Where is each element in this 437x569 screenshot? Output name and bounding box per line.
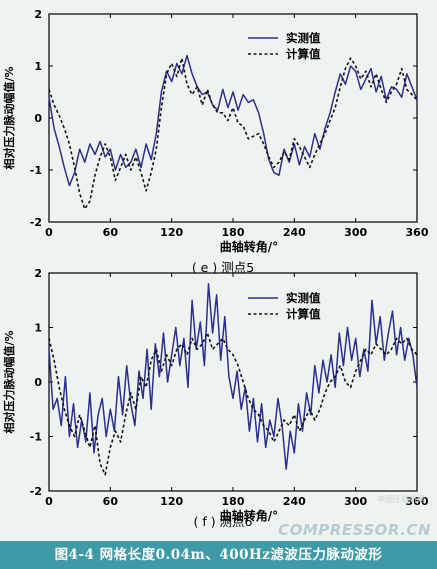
x-tick-label: 300	[344, 495, 367, 508]
y-tick-label: 1	[34, 60, 42, 73]
y-tick-label: -1	[30, 164, 42, 177]
series-line-computed	[48, 57, 418, 210]
chart-panel-2: 0 60 120 180 240 300 360 -2 -1 0 1 2 曲轴转角/° 相对压力脉动幅值/…	[2, 267, 429, 529]
legend-label: 实测值	[286, 31, 321, 45]
x-tick-label: 120	[160, 495, 183, 508]
y-tick-label: 1	[34, 322, 42, 335]
x-tick-label: 300	[344, 226, 367, 239]
legend-label: 计算值	[286, 307, 321, 321]
series-line-measured	[48, 283, 418, 470]
x-tick-label: 120	[160, 226, 183, 239]
y-tick-label: 2	[34, 267, 42, 280]
chart-caption: ( f ) 测点6	[193, 514, 252, 529]
chart-canvas: 0 60 120 180 240 300 360-2-1012曲轴转角/°相对压力脉动幅值/…	[2, 8, 429, 529]
x-tick-label: 180	[222, 226, 245, 239]
plot-frame	[48, 13, 418, 223]
x-tick-label: 0	[45, 495, 53, 508]
y-tick-label: -2	[30, 216, 42, 229]
y-tick-label: 0	[34, 112, 42, 125]
legend-label: 计算值	[286, 47, 321, 61]
y-tick-label: -1	[30, 431, 42, 444]
y-axis-label: 相对压力脉动幅值/%	[2, 330, 16, 433]
x-tick-label: 240	[283, 226, 306, 239]
chart-panel-1: 0 60 120 180 240 300 360 -2 -1 0 1 2 曲轴转角/° 相对压力脉动幅值/…	[2, 8, 429, 275]
x-tick-label: 60	[103, 226, 119, 239]
series-line-computed	[48, 332, 418, 476]
x-axis-label: 曲轴转角/°	[220, 508, 278, 523]
y-tick-label: -2	[30, 485, 42, 498]
plot-frame	[48, 272, 418, 492]
x-tick-label: 0	[45, 226, 53, 239]
figure-caption: 图4-4 网格长度0.04m、400Hz滤波压力脉动波形	[0, 541, 437, 569]
x-tick-label: 360	[406, 226, 429, 239]
y-tick-label: 2	[34, 8, 42, 21]
watermark-sub: 中国压缩机网	[377, 495, 425, 504]
series-line-measured	[48, 54, 418, 187]
watermark-logo: COMPRESSOR.CN	[278, 521, 431, 539]
x-tick-label: 60	[103, 495, 119, 508]
y-axis-label: 相对压力脉动幅值/%	[2, 66, 16, 169]
legend-label: 实测值	[286, 291, 321, 305]
chart-caption: ( e ) 测点5	[192, 260, 254, 275]
x-tick-label: 360	[406, 495, 429, 508]
x-tick-label: 240	[283, 495, 306, 508]
x-axis-label: 曲轴转角/°	[220, 239, 278, 254]
y-tick-label: 0	[34, 376, 42, 389]
x-tick-label: 180	[222, 495, 245, 508]
